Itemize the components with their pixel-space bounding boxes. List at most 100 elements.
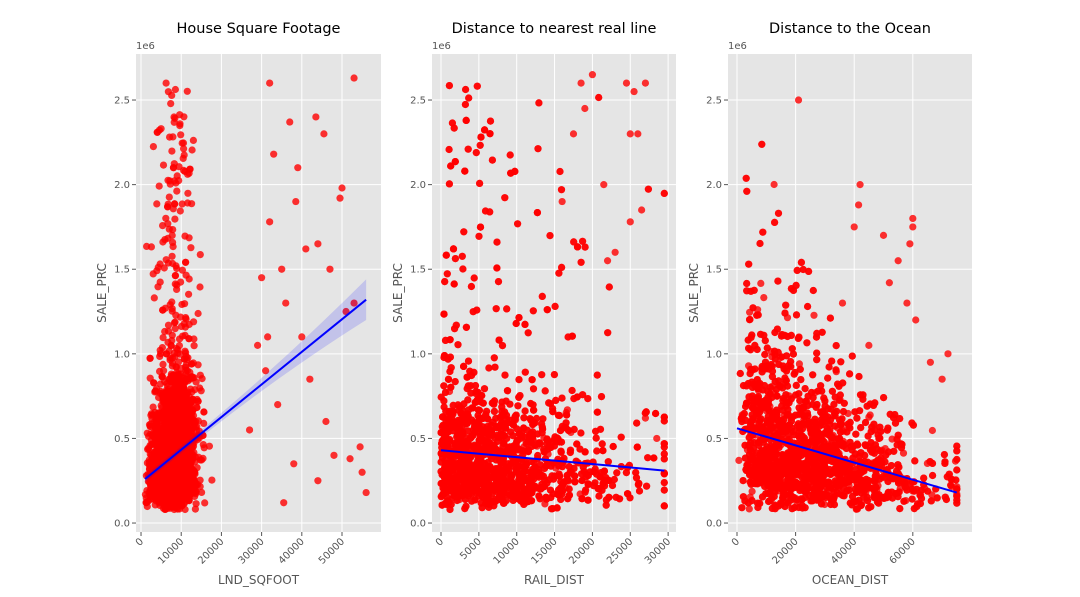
data-point [266, 218, 274, 226]
data-point [462, 85, 470, 94]
y-axis-label: SALE_PRC [95, 263, 109, 323]
data-point [584, 480, 592, 488]
data-point [264, 333, 272, 341]
data-point [461, 505, 469, 513]
data-point [147, 243, 155, 251]
subplot-1: 0 10000 20000 30000 40000 500000.00.51.01.52.… [95, 21, 381, 587]
data-point [180, 383, 188, 391]
data-point [171, 325, 179, 333]
data-point [486, 208, 494, 216]
x-tick-label: 0 [434, 536, 446, 548]
data-point [476, 179, 484, 187]
x-tick-label: 20000 [196, 536, 226, 566]
subplot-2: 0 5000 10000 15000 20000 25000 300000.00.51.01… [391, 21, 676, 587]
data-point [180, 145, 188, 153]
data-point [622, 469, 631, 477]
data-point [157, 496, 165, 504]
data-point [183, 87, 191, 95]
data-point [153, 440, 161, 448]
data-point [490, 354, 498, 362]
data-point [159, 238, 167, 246]
data-point [153, 200, 161, 208]
data-point [529, 307, 537, 315]
x-tick-label: 5000 [458, 536, 484, 562]
data-point [149, 143, 157, 151]
data-point [577, 258, 585, 266]
data-point [150, 379, 158, 387]
data-point [292, 197, 300, 206]
data-point [188, 146, 196, 154]
data-point [454, 401, 462, 409]
data-point [314, 240, 322, 248]
data-point [188, 453, 196, 461]
data-point [501, 371, 509, 379]
data-point [538, 371, 546, 379]
data-point [162, 256, 170, 264]
y-tick-label: 1.5 [410, 265, 426, 276]
data-point [208, 476, 216, 484]
y-tick-label: 2.5 [114, 96, 130, 107]
data-point [162, 79, 170, 87]
data-point [557, 186, 566, 194]
scatter-points [141, 74, 370, 514]
data-point [165, 481, 173, 490]
data-point [633, 419, 641, 427]
data-point [173, 429, 181, 437]
data-point [170, 402, 178, 410]
data-point [253, 341, 262, 349]
data-point [194, 361, 202, 369]
data-point [543, 436, 551, 444]
data-point [159, 161, 168, 169]
data-point [437, 393, 445, 401]
data-point [290, 460, 298, 468]
data-point [188, 397, 196, 405]
data-point [506, 151, 514, 159]
y-tick-label: 1.0 [114, 349, 130, 360]
data-point [515, 376, 523, 384]
data-point [184, 199, 192, 207]
data-point [164, 176, 172, 184]
x-tick-label: 10000 [156, 536, 186, 566]
data-point [173, 264, 181, 273]
data-point [171, 200, 179, 208]
data-point [451, 255, 459, 263]
x-tick-label: 30000 [236, 536, 266, 566]
data-point [173, 285, 181, 293]
data-point [146, 354, 154, 362]
data-point [193, 403, 201, 412]
data-point [169, 133, 177, 141]
data-point [467, 433, 475, 441]
data-point [159, 360, 167, 368]
data-point [527, 399, 535, 408]
data-point [192, 481, 200, 489]
data-point [312, 113, 320, 121]
data-point [169, 226, 177, 234]
data-point [280, 499, 288, 507]
data-point [459, 265, 467, 273]
data-point [164, 449, 172, 457]
data-point [177, 408, 185, 416]
data-point [179, 154, 187, 162]
y-tick-label: 1.5 [114, 265, 130, 276]
data-point [180, 166, 188, 174]
data-point [358, 468, 366, 476]
data-point [593, 371, 601, 379]
data-point [150, 294, 158, 302]
data-point [186, 165, 194, 173]
data-point [190, 342, 198, 350]
data-point [172, 493, 180, 501]
data-point [514, 402, 522, 410]
data-point [158, 373, 166, 381]
data-point [480, 385, 489, 393]
data-point [266, 79, 274, 87]
data-point [558, 263, 566, 271]
data-point [440, 382, 448, 390]
data-point [196, 283, 204, 291]
data-point [159, 222, 167, 230]
data-point [336, 194, 344, 202]
data-point [173, 187, 181, 195]
data-point [168, 362, 176, 370]
data-point [200, 408, 208, 416]
data-point [196, 251, 204, 259]
